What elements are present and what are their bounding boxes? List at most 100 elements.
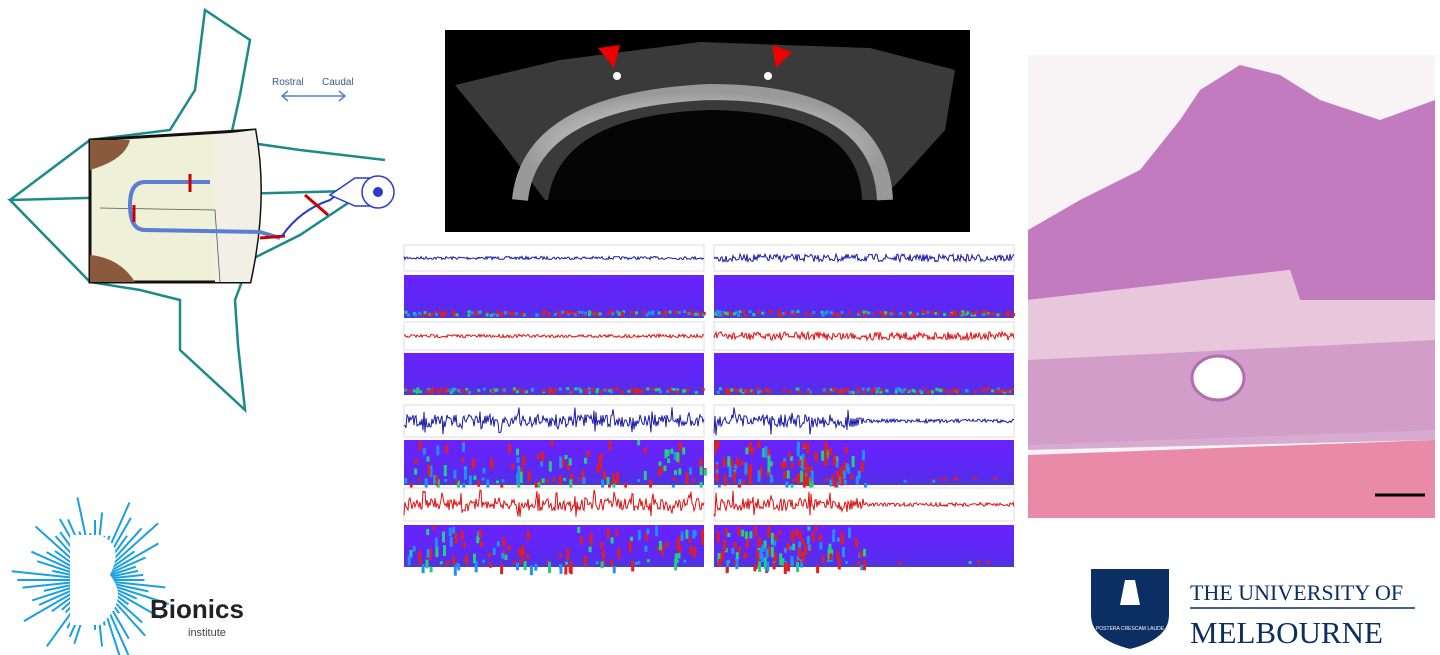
spectrogram-power	[600, 390, 603, 393]
spectrogram-power	[490, 314, 493, 317]
spectrogram-power	[596, 466, 599, 473]
spectrogram-power	[876, 391, 879, 394]
spectrogram-power	[559, 314, 562, 317]
spectrogram-power	[461, 458, 464, 462]
spectrogram-power	[793, 313, 796, 316]
spectrogram-power	[443, 545, 446, 556]
spectrogram-power	[419, 562, 422, 565]
spectrogram-power	[516, 449, 519, 456]
spectrogram-power	[796, 562, 799, 572]
spectrogram-power	[932, 480, 935, 483]
spectrogram-power	[897, 387, 900, 390]
spectrogram-power	[937, 311, 940, 314]
spectrogram-power	[409, 390, 412, 393]
spectrogram-power	[723, 540, 726, 551]
spectrogram-power	[795, 529, 798, 537]
spectrogram-power	[416, 391, 419, 394]
spectrogram-power	[451, 389, 454, 392]
spectrogram-power	[432, 525, 435, 529]
spectrogram-power	[912, 389, 915, 392]
spectrogram-power	[852, 456, 855, 467]
spectrogram-power	[602, 550, 605, 559]
spectrogram-power	[669, 311, 672, 314]
spectrogram-power	[870, 389, 873, 392]
spectrogram-power	[430, 313, 433, 316]
spectrogram-power	[848, 527, 851, 538]
spectrogram-power	[589, 547, 592, 553]
spectrogram-power	[442, 532, 445, 543]
spectrogram-power	[445, 445, 448, 454]
spectrogram-power	[665, 542, 668, 547]
spectrogram-power	[995, 390, 998, 393]
spectrogram-power	[924, 311, 927, 314]
spectrogram-power	[757, 539, 760, 547]
spectrogram-power	[881, 313, 884, 316]
spectrogram-power	[489, 563, 492, 568]
spectrogram-power	[520, 472, 523, 483]
spectrogram-power	[585, 390, 588, 393]
spectrogram-power	[959, 312, 962, 315]
spectrogram-power	[496, 310, 499, 313]
spectrogram-power	[741, 530, 744, 537]
spectrogram-power	[727, 389, 730, 392]
spectrogram-power	[742, 480, 745, 485]
spectrogram-power	[591, 311, 594, 314]
spectrogram-power	[565, 455, 568, 459]
melbourne-logo: POSTERA CRESCAM LAUDE THE UNIVERSITY OF …	[1090, 568, 1415, 650]
electrode-track	[1192, 356, 1244, 400]
spectrogram-power	[904, 480, 907, 483]
spectrogram-power	[647, 559, 650, 562]
spectrogram-power	[791, 531, 794, 541]
spectrogram-power	[1011, 388, 1014, 391]
spectrogram-power	[899, 312, 902, 315]
spectrogram-power	[849, 391, 852, 394]
spectrogram-power	[694, 531, 697, 536]
spectrogram-power	[695, 391, 698, 394]
spectrogram-power	[837, 538, 840, 542]
spectrogram-power	[805, 312, 808, 315]
spectrogram-power	[931, 311, 934, 314]
spectrogram-power	[757, 391, 760, 394]
spectrogram-power	[745, 554, 748, 558]
spectrogram-power	[856, 476, 859, 485]
spectrogram-power	[524, 561, 527, 570]
spectrogram-power	[721, 551, 724, 561]
spectrogram-power	[781, 462, 784, 468]
spectrogram-power	[885, 389, 888, 392]
spectrogram-power	[771, 547, 774, 558]
spectrogram-power	[590, 533, 593, 544]
spectrogram-power	[699, 312, 702, 315]
spectrogram-power	[559, 388, 562, 391]
spectrogram-power	[863, 549, 866, 557]
spectrogram-power	[717, 391, 720, 394]
spectrogram-power	[519, 548, 522, 557]
electrode	[260, 236, 285, 238]
spectrogram-power	[825, 454, 828, 466]
spectrogram-power	[927, 391, 930, 394]
logo-name: Bionics	[150, 594, 244, 624]
spectrogram-power	[416, 388, 419, 391]
spectrogram-power	[779, 530, 782, 534]
spectrogram-power	[621, 312, 624, 315]
spectrogram-power	[842, 547, 845, 557]
spectrogram-power	[521, 558, 524, 562]
spectrogram-power	[414, 469, 417, 475]
spectrogram-power	[644, 546, 647, 552]
spectrogram-power	[717, 531, 720, 542]
spectrogram-power	[688, 538, 691, 542]
spectrogram-power	[435, 547, 438, 557]
spectrogram-power	[996, 313, 999, 316]
spectrogram-power	[486, 313, 489, 316]
spectrogram-power	[727, 533, 730, 537]
spectrogram-power	[841, 311, 844, 314]
spectrogram-power	[477, 389, 480, 392]
spectrogram-power	[931, 391, 934, 394]
spectrogram-power	[773, 563, 776, 569]
spectrogram-power	[851, 475, 854, 480]
spectrogram-power	[806, 475, 809, 486]
ct-electrode	[764, 72, 772, 80]
spectrogram-power	[836, 470, 839, 481]
spectrogram-power	[701, 529, 704, 541]
spectrogram-power	[819, 542, 822, 549]
spectrogram-power	[887, 312, 890, 315]
